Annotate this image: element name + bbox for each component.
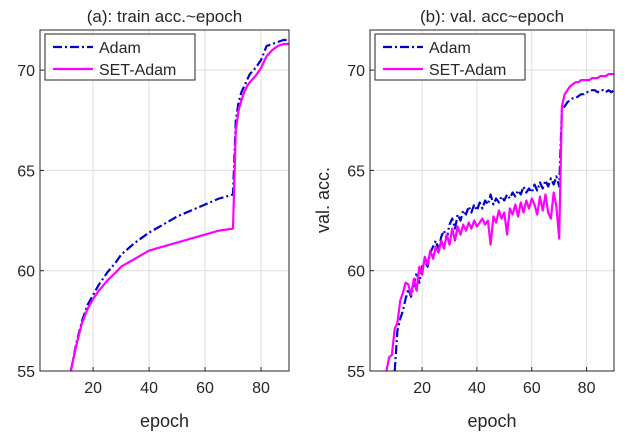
subplot-a-xtick-label-20: 20 bbox=[84, 380, 102, 397]
subplot-a-ytick-label-55: 55 bbox=[17, 364, 35, 381]
subplot-b-ytick-label-55: 55 bbox=[347, 364, 365, 381]
subplot-b-legend: Adam SET-Adam bbox=[374, 33, 526, 81]
subplot-b-xtick-label-60: 60 bbox=[523, 380, 541, 397]
subplot-a-xtick-label-40: 40 bbox=[140, 380, 158, 397]
subplot-b-ylabel: val. acc. bbox=[313, 167, 333, 233]
subplot-a: 20 40 60 80 55 60 65 70 (a): train acc.~epoch e… bbox=[17, 7, 290, 431]
subplot-b: 20 40 60 80 55 60 65 70 (b): val. acc~epoch epo… bbox=[313, 7, 615, 431]
subplot-b-title: (b): val. acc~epoch bbox=[420, 7, 564, 26]
subplot-b-series-group bbox=[385, 72, 615, 372]
subplot-b-ticks: 20 40 60 80 55 60 65 70 bbox=[347, 63, 595, 397]
subplot-a-legend-label-adam: Adam bbox=[99, 40, 141, 57]
subplot-a-legend: Adam SET-Adam bbox=[44, 33, 196, 81]
subplot-a-axes-box bbox=[39, 29, 290, 372]
subplot-a-series-line-set-adam bbox=[69, 42, 289, 372]
subplot-b-plot-area bbox=[370, 30, 614, 371]
subplot-b-series-line-set-adam bbox=[385, 72, 614, 372]
subplot-b-legend-label-set-adam: SET-Adam bbox=[429, 62, 506, 79]
subplot-b-xtick-label-40: 40 bbox=[468, 380, 486, 397]
subplot-a-series-line-adam bbox=[69, 38, 289, 372]
subplot-b-ytick-label-70: 70 bbox=[347, 63, 365, 80]
subplot-a-xlabel: epoch bbox=[140, 411, 189, 431]
subplot-b-legend-label-adam: Adam bbox=[429, 40, 471, 57]
subplot-a-xtick-label-80: 80 bbox=[252, 380, 270, 397]
subplot-a-ytick-label-60: 60 bbox=[17, 264, 35, 281]
subplot-a-legend-label-set-adam: SET-Adam bbox=[99, 62, 176, 79]
subplot-b-xtick-label-80: 80 bbox=[578, 380, 596, 397]
subplot-a-ytick-label-70: 70 bbox=[17, 63, 35, 80]
subplot-b-axes-box bbox=[369, 29, 615, 372]
subplot-a-legend-box bbox=[44, 33, 196, 81]
subplot-b-xlabel: epoch bbox=[467, 411, 516, 431]
subplot-b-legend-box bbox=[374, 33, 526, 81]
subplot-a-ticks: 20 40 60 80 55 60 65 70 bbox=[17, 63, 270, 397]
subplot-a-series-group bbox=[69, 38, 289, 372]
subplot-a-title: (a): train acc.~epoch bbox=[87, 7, 242, 26]
subplot-a-xtick-label-60: 60 bbox=[196, 380, 214, 397]
subplot-b-ytick-label-60: 60 bbox=[347, 264, 365, 281]
subplot-b-xtick-label-20: 20 bbox=[413, 380, 431, 397]
subplot-b-ytick-label-65: 65 bbox=[347, 163, 365, 180]
subplot-a-ytick-label-65: 65 bbox=[17, 163, 35, 180]
